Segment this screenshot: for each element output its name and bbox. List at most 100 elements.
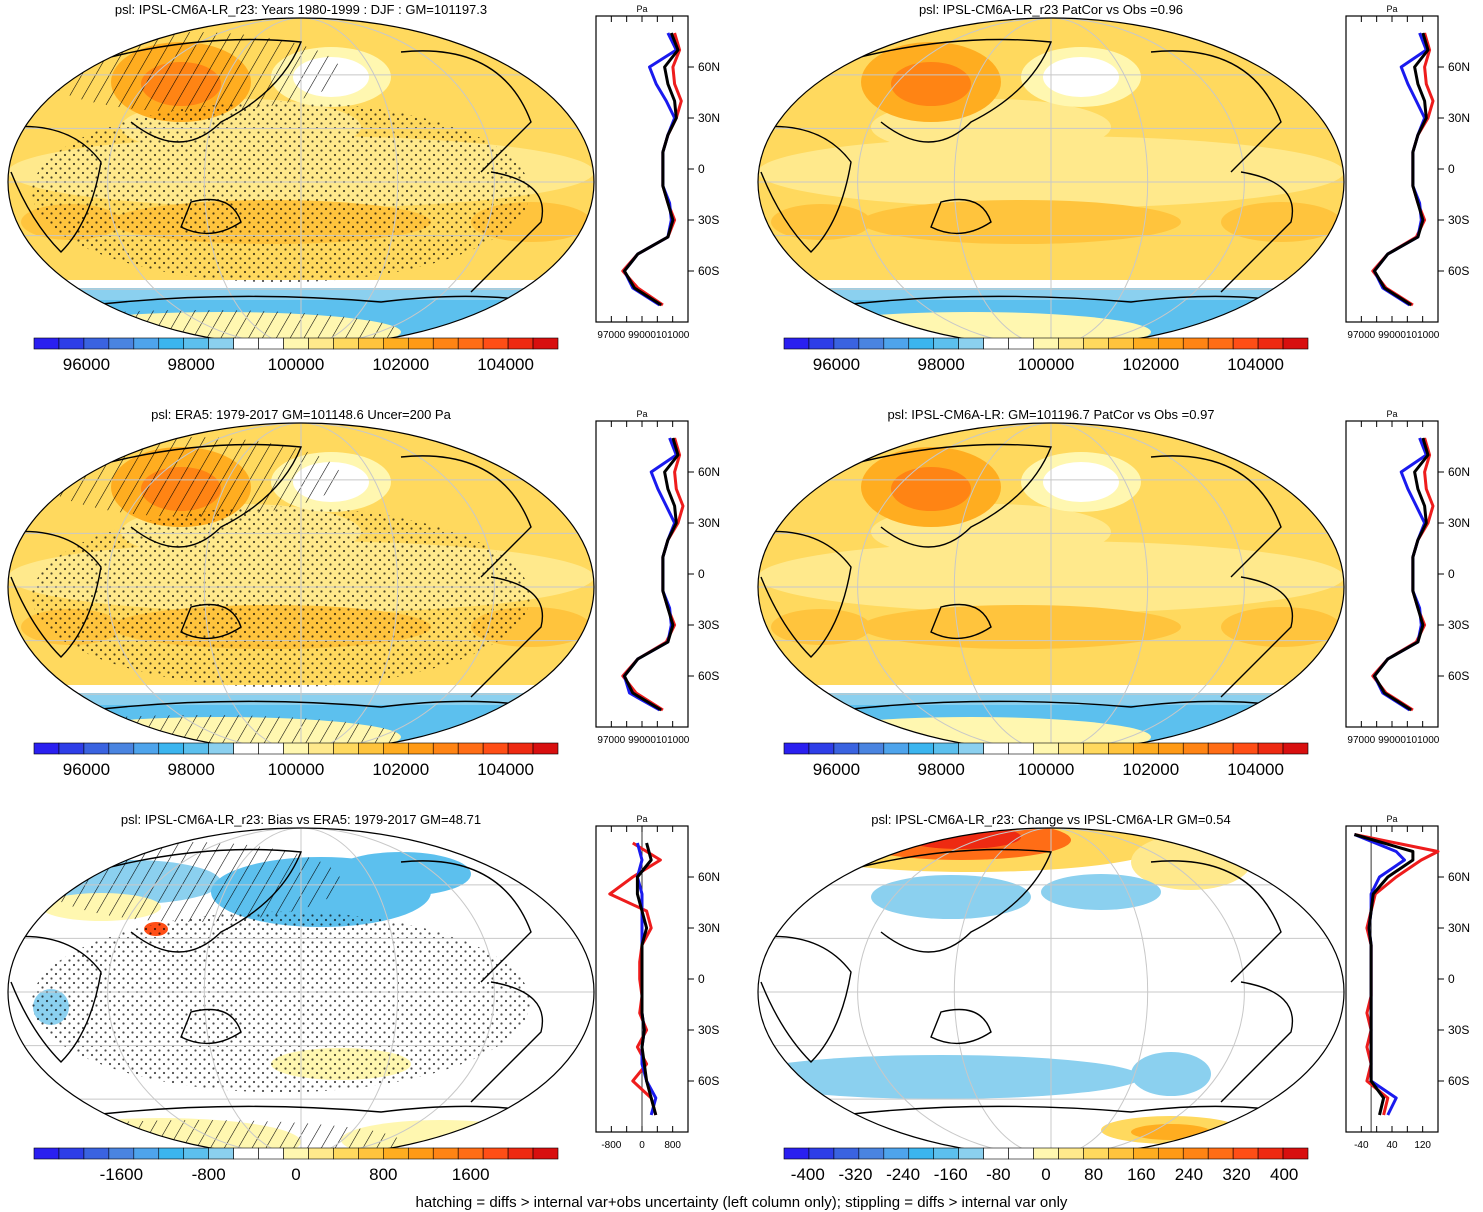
colorbar-swatch [58, 337, 85, 350]
colorbar-tick-label: 240 [1175, 1165, 1203, 1184]
colorbar-swatch [308, 742, 334, 755]
coast-south-america [470, 981, 543, 1103]
profile-x-label: 99000 [628, 330, 656, 341]
colorbar-tick-label: 100000 [268, 355, 325, 374]
colorbar-tick-label: 80 [1084, 1165, 1103, 1184]
colorbar-swatch [208, 742, 234, 755]
colorbar-swatch [783, 742, 810, 755]
colorbar-swatch [1182, 742, 1209, 755]
colorbar-swatch [883, 337, 910, 350]
colorbar-tick-label: -400 [791, 1165, 825, 1184]
profile-lat-label: 30N [1448, 111, 1470, 125]
colorbar-swatch [183, 1147, 209, 1160]
profile-x-label: 99000 [1378, 330, 1406, 341]
profile-frame [595, 420, 689, 728]
zonal-profile-3: 60N 30N 0 30S 60S Pa 97000 99000 101000 [595, 409, 720, 746]
colorbar-swatch [908, 742, 935, 755]
stippling [31, 101, 531, 283]
colorbar-tick-label: 100000 [1018, 355, 1075, 374]
profile-lat-label: 30S [1448, 1023, 1469, 1037]
colorbar-swatch [1257, 742, 1284, 755]
colorbar-swatch [158, 1147, 185, 1160]
colorbar-swatch [1133, 1147, 1159, 1160]
profile-x-label: 101000 [656, 330, 690, 341]
colorbar-swatch [1033, 337, 1059, 350]
coast-north-america [1150, 50, 1282, 173]
field-change-negative [871, 875, 1031, 919]
colorbar-swatch [183, 742, 209, 755]
profile-x-label: 99000 [628, 735, 656, 746]
map-field [758, 423, 1344, 751]
profile-lat-label: 60N [698, 60, 720, 74]
map-panel-2: psl: IPSL-CM6A-LR_r23 PatCor vs Obs =0.9… [757, 2, 1345, 347]
profile-lat-label: 60S [698, 264, 719, 278]
colorbar-tick-label: 104000 [1227, 760, 1284, 779]
coast-australia [180, 603, 242, 640]
map-panel-3: psl: ERA5: 1979-2017 GM=101148.6 Uncer=2… [7, 407, 595, 752]
colorbar-swatch [1257, 1147, 1284, 1160]
colorbar-tick-label: 800 [369, 1165, 397, 1184]
colorbar-tick-label: -320 [838, 1165, 872, 1184]
profile-lat-label: 60N [698, 870, 720, 884]
profile-line-ensemble [635, 842, 658, 1116]
coast-africa [760, 935, 852, 1063]
profile-x-label: 97000 [597, 330, 625, 341]
colorbar-swatch [783, 337, 810, 350]
profile-unit: Pa [636, 814, 647, 824]
colorbar-swatch [858, 1147, 885, 1160]
colorbar-swatch [1232, 742, 1259, 755]
profile-x-label: 800 [664, 1140, 681, 1151]
profile-unit: Pa [1386, 4, 1397, 14]
zonal-profile-6: 60N 30N 0 30S 60S Pa -40 40 120 [1345, 814, 1470, 1151]
colorbar-swatch [808, 742, 835, 755]
colorbar-swatch [1232, 1147, 1259, 1160]
colorbar-swatch [1108, 1147, 1134, 1160]
colorbar-swatch [858, 742, 885, 755]
colorbar-swatch [158, 742, 185, 755]
colorbar-swatch [108, 337, 135, 350]
profile-lat-label: 60S [1448, 264, 1469, 278]
colorbar-swatch [1033, 742, 1059, 755]
profile-lat-label: 60S [698, 1074, 719, 1088]
colorbar-swatch [1133, 742, 1159, 755]
profile-unit: Pa [1386, 814, 1397, 824]
colorbar-tick-label: 100000 [268, 760, 325, 779]
colorbar-swatch [1282, 337, 1309, 350]
colorbar-swatch [783, 1147, 810, 1160]
map-field [758, 828, 1344, 1156]
hatching [41, 842, 341, 922]
graticule [758, 828, 1344, 1156]
coast-eurasia [840, 38, 1052, 143]
colorbar-swatch [532, 1147, 559, 1160]
profile-line-ensemble [622, 32, 680, 307]
colorbar-swatch [58, 742, 85, 755]
stippling [31, 911, 531, 1093]
profile-x-label: 0 [639, 1140, 645, 1151]
colorbar-swatch [33, 1147, 60, 1160]
colorbar-swatch [358, 742, 384, 755]
coast-australia [180, 1008, 242, 1045]
profile-frame [1345, 15, 1439, 323]
colorbar-swatch [833, 742, 860, 755]
graticule [8, 18, 594, 346]
panel-title: psl: ERA5: 1979-2017 GM=101148.6 Uncer=2… [151, 407, 451, 422]
profile-x-label: -40 [1354, 1140, 1369, 1151]
colorbar-swatch [532, 742, 559, 755]
colorbar-swatch [1282, 742, 1309, 755]
profile-line-obs [622, 437, 678, 712]
colorbar-swatch [808, 337, 835, 350]
colorbar-swatch [1157, 337, 1184, 350]
colorbar-3: 96000 98000 100000 102000 104000 [33, 742, 559, 779]
profile-lat-label: 0 [698, 567, 705, 581]
colorbar-tick-label: -160 [934, 1165, 968, 1184]
profile-x-label: 97000 [1347, 735, 1375, 746]
colorbar-6: -400 -320 -240 -160 -80 0 80 160 240 320 400 [783, 1147, 1309, 1184]
colorbar-swatch [1083, 742, 1109, 755]
profile-lat-label: 30S [698, 213, 719, 227]
colorbar-tick-label: 102000 [372, 355, 429, 374]
coast-south-america [470, 576, 543, 698]
colorbar-swatch [983, 337, 1009, 350]
profile-x-label: 40 [1386, 1140, 1398, 1151]
colorbar-tick-label: 160 [1127, 1165, 1155, 1184]
hatching [41, 437, 341, 517]
